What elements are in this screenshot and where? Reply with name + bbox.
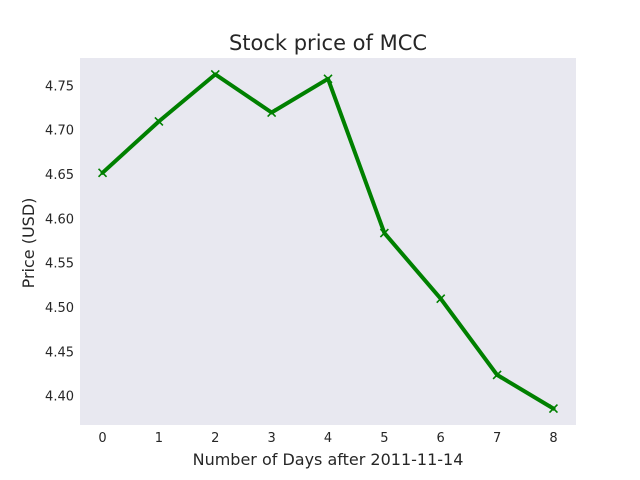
y-tick-label: 4.60 — [45, 212, 74, 227]
plot-background — [80, 58, 576, 425]
data-point-marker — [379, 228, 389, 238]
x-tick-label: 6 — [437, 431, 445, 446]
data-point-marker — [492, 370, 502, 380]
data-point-marker — [436, 294, 446, 304]
y-axis-label: Price (USD) — [19, 198, 38, 289]
y-tick-label: 4.40 — [45, 390, 74, 405]
data-point-marker — [267, 107, 277, 118]
y-tick-labels: 4.40 4.45 4.50 4.55 4.60 4.65 4.70 4.75 — [45, 79, 74, 404]
y-tick-label: 4.65 — [45, 168, 74, 183]
x-tick-labels: 0 1 2 3 4 5 6 7 8 — [98, 431, 557, 446]
x-axis-label: Number of Days after 2011-11-14 — [193, 450, 464, 469]
data-point-marker — [210, 69, 220, 79]
data-point-marker — [323, 74, 333, 84]
x-tick-label: 7 — [493, 431, 501, 446]
x-tick-label: 0 — [98, 431, 106, 446]
y-tick-label: 4.70 — [45, 124, 74, 139]
x-tick-label: 5 — [380, 431, 388, 446]
data-point-marker — [154, 116, 164, 126]
y-tick-label: 4.50 — [45, 301, 74, 316]
x-tick-label: 1 — [155, 431, 163, 446]
x-tick-label: 3 — [267, 431, 275, 446]
y-tick-label: 4.45 — [45, 345, 74, 360]
y-tick-label: 4.55 — [45, 257, 74, 272]
y-tick-label: 4.75 — [45, 79, 74, 94]
x-tick-label: 8 — [549, 431, 557, 446]
chart-title: Stock price of MCC — [229, 31, 427, 55]
data-point-marker — [97, 168, 108, 178]
x-tick-label: 2 — [211, 431, 219, 446]
x-tick-label: 4 — [324, 431, 332, 446]
series-markers — [97, 69, 559, 414]
data-point-marker — [548, 404, 559, 414]
